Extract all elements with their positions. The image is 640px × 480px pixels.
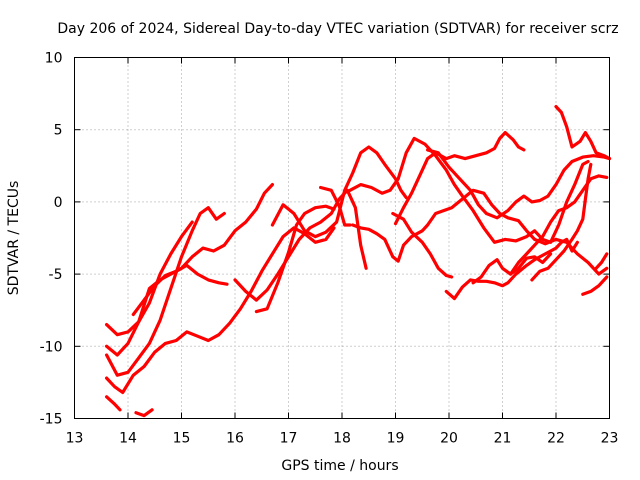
x-tick-label: 18 <box>333 431 351 447</box>
series-track-l <box>351 188 609 276</box>
axis-ticks: 13 14 15 16 17 18 19 20 21 22 23 -15 -10 -5 0 5 10 <box>40 51 619 447</box>
x-axis-title: GPS time / hours <box>281 458 398 474</box>
x-tick-label: 19 <box>387 431 405 447</box>
x-tick-label: 16 <box>226 431 244 447</box>
y-tick-label: 10 <box>45 51 63 67</box>
series-track-c <box>104 183 274 357</box>
series-track-a <box>104 206 226 377</box>
data-series <box>104 104 612 418</box>
x-tick-label: 15 <box>173 431 191 447</box>
series-track-k <box>319 185 352 227</box>
y-tick-label: 5 <box>54 123 63 139</box>
series-track-o <box>391 211 454 279</box>
series-track-e <box>104 395 122 412</box>
series-track-n <box>393 131 526 226</box>
series-track-t <box>530 162 593 282</box>
series-track-d <box>104 226 336 395</box>
series-track-u <box>554 104 612 161</box>
y-tick-label: -15 <box>40 412 63 428</box>
y-axis-title: SDTVAR / TECUs <box>6 181 22 296</box>
y-tick-label: -10 <box>40 339 63 355</box>
x-tick-label: 13 <box>66 431 84 447</box>
series-track-j <box>270 145 408 239</box>
series-track-m <box>348 136 590 244</box>
x-tick-label: 23 <box>601 431 619 447</box>
x-tick-label: 17 <box>280 431 298 447</box>
series-track-i <box>254 204 336 314</box>
series-track-b <box>104 220 194 337</box>
series-track-g <box>131 263 229 317</box>
x-tick-label: 20 <box>440 431 458 447</box>
series-track-w <box>594 252 609 270</box>
y-tick-label: 0 <box>54 195 63 211</box>
y-tick-label: -5 <box>49 267 63 283</box>
grid-lines <box>74 57 610 419</box>
series-track-q <box>444 237 580 301</box>
chart-title: Day 206 of 2024, Sidereal Day-to-day VTE… <box>57 21 618 37</box>
x-tick-label: 14 <box>119 431 137 447</box>
series-track-p <box>426 148 612 220</box>
plot-frame <box>74 57 610 419</box>
series-track-h <box>233 188 368 302</box>
series-track-s <box>508 174 609 276</box>
series-track-v <box>581 275 609 296</box>
x-tick-label: 21 <box>494 431 512 447</box>
x-tick-label: 22 <box>547 431 565 447</box>
series-track-f <box>134 408 154 418</box>
